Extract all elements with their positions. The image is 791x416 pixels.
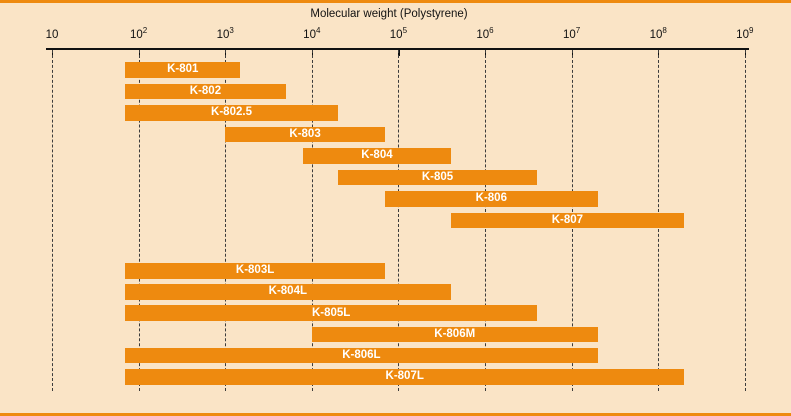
range-bar-k-806m: K-806M xyxy=(311,326,598,343)
x-tick-label-10e7: 107 xyxy=(562,26,581,41)
range-bar-k-802.5: K-802.5 xyxy=(125,105,338,121)
x-tick-label-10e8: 108 xyxy=(649,26,667,41)
x-tick-exponent: 3 xyxy=(229,26,234,36)
range-bar-k-802: K-802 xyxy=(125,83,286,99)
x-tick-label-10e4: 104 xyxy=(303,26,321,41)
bar-label-k-807: K-807 xyxy=(551,213,584,226)
x-axis-line xyxy=(46,48,749,50)
decade-grid-line xyxy=(225,50,227,391)
range-bar-k-805: K-805 xyxy=(337,169,538,185)
x-tick-label-10e6: 106 xyxy=(476,26,494,41)
range-bar-k-801: K-801 xyxy=(125,62,241,78)
decade-grid-line xyxy=(744,50,746,391)
x-tick-label-10e3: 103 xyxy=(216,26,234,41)
range-bar-k-806l: K-806L xyxy=(125,347,598,364)
x-tick-exponent: 6 xyxy=(489,26,494,36)
top-border-line xyxy=(0,0,791,3)
range-bar-k-807l: K-807L xyxy=(125,369,685,385)
x-tick-label-10e5: 105 xyxy=(389,26,408,41)
bar-label-k-803: K-803 xyxy=(289,127,321,140)
bar-label-k-802: K-802 xyxy=(189,84,222,97)
x-tick-exponent: 8 xyxy=(662,26,667,36)
bar-label-k-806m: K-806M xyxy=(434,327,476,340)
bar-label-k-801: K-801 xyxy=(167,63,199,76)
range-bar-k-803l: K-803L xyxy=(125,263,385,279)
x-tick-label-10e9: 109 xyxy=(736,26,754,41)
bar-label-k-804: K-804 xyxy=(361,149,393,162)
x-tick-exponent: 4 xyxy=(315,26,321,36)
bar-label-k-806l: K-806L xyxy=(342,349,381,362)
range-bar-k-804: K-804 xyxy=(303,148,451,164)
bar-label-k-805: K-805 xyxy=(421,170,454,183)
x-tick-label-10e2: 102 xyxy=(129,26,148,41)
range-bar-k-803: K-803 xyxy=(225,126,385,142)
bar-label-k-802.5: K-802.5 xyxy=(211,106,252,119)
decade-grid-line xyxy=(311,50,313,391)
range-bar-k-805l: K-805L xyxy=(125,305,538,321)
bar-label-k-805l: K-805L xyxy=(311,306,351,319)
bar-label-k-806: K-806 xyxy=(475,192,507,205)
decade-grid-line xyxy=(398,50,400,391)
range-bar-k-807: K-807 xyxy=(450,212,685,228)
x-tick-exponent: 5 xyxy=(402,26,408,36)
bar-label-k-803l: K-803L xyxy=(235,264,275,277)
bottom-border-line xyxy=(0,413,791,416)
chart-title: Molecular weight (Polystyrene) xyxy=(310,8,468,20)
x-tick-exponent: 9 xyxy=(748,26,754,36)
bar-label-k-804l: K-804L xyxy=(268,285,308,298)
x-tick-label-10e1: 10 xyxy=(45,29,59,41)
x-tick-exponent: 7 xyxy=(575,26,581,36)
decade-grid-line xyxy=(138,50,140,391)
range-bar-k-804l: K-804L xyxy=(125,284,451,300)
bar-label-k-807l: K-807L xyxy=(385,370,424,383)
x-tick-exponent: 2 xyxy=(142,26,148,36)
range-bar-k-806: K-806 xyxy=(384,191,598,207)
decade-grid-line xyxy=(52,50,53,391)
